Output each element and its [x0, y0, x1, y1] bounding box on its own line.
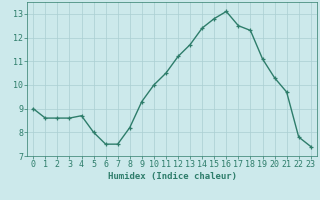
X-axis label: Humidex (Indice chaleur): Humidex (Indice chaleur): [108, 172, 236, 181]
